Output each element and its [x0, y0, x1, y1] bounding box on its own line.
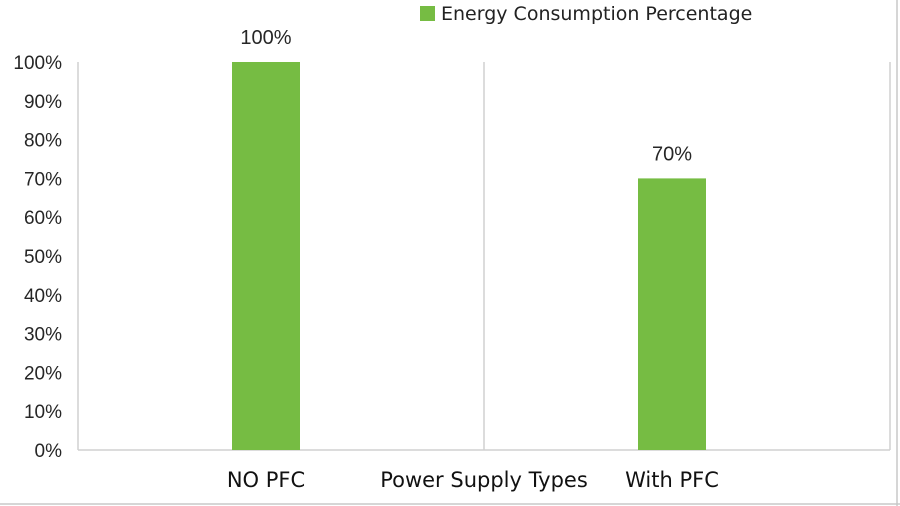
legend-label: Energy Consumption Percentage — [441, 3, 752, 25]
bars — [232, 62, 706, 450]
bar — [232, 62, 300, 450]
x-axis-title: Power Supply Types — [380, 468, 588, 492]
category-labels: NO PFC With PFC — [227, 468, 719, 492]
y-tick-label: 10% — [24, 402, 62, 423]
y-tick-label: 70% — [24, 169, 62, 190]
category-label: NO PFC — [227, 468, 305, 492]
y-tick-label: 50% — [24, 247, 62, 268]
legend: Energy Consumption Percentage — [420, 3, 752, 25]
y-tick-label: 0% — [35, 441, 63, 462]
category-label: With PFC — [625, 468, 719, 492]
y-tick-label: 60% — [24, 208, 62, 229]
data-label: 100% — [240, 27, 291, 49]
y-tick-label: 80% — [24, 131, 62, 152]
y-tick-label: 30% — [24, 325, 62, 346]
data-label: 70% — [652, 143, 692, 165]
bar — [638, 178, 706, 450]
y-tick-label: 100% — [13, 53, 62, 74]
y-tick-label: 40% — [24, 286, 62, 307]
y-axis-ticks: 0% 10% 20% 30% 40% 50% 60% 70% 80% 90% 100% — [13, 53, 62, 462]
y-tick-label: 20% — [24, 363, 62, 384]
legend-swatch — [420, 6, 435, 21]
plot-grid — [77, 62, 891, 451]
data-labels: 100% 70% — [240, 27, 692, 165]
y-tick-label: 90% — [24, 92, 62, 113]
